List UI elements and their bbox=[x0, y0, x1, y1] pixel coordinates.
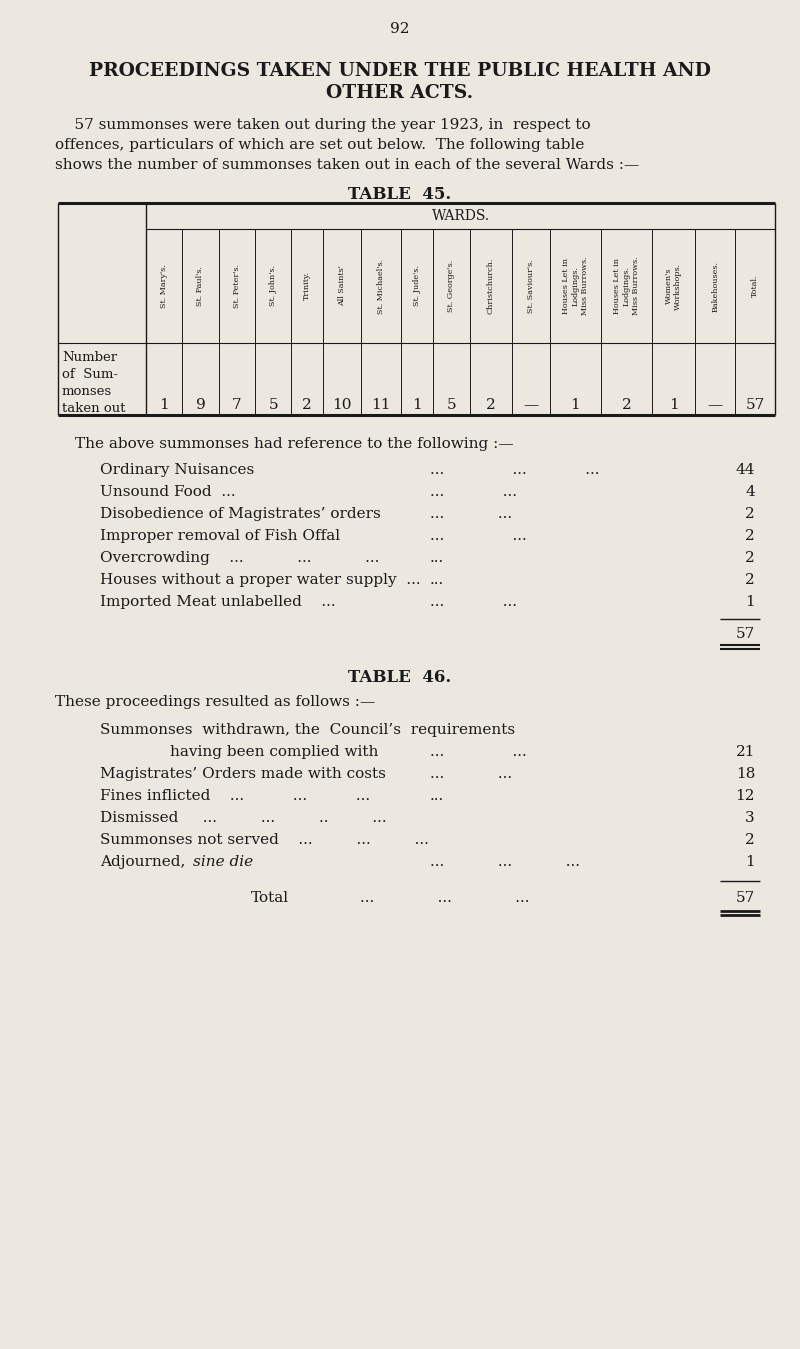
Text: Houses Let in
Lodgings.
Miss Burrows.: Houses Let in Lodgings. Miss Burrows. bbox=[614, 256, 640, 316]
Text: 2: 2 bbox=[746, 529, 755, 544]
Text: ...              ...            ...: ... ... ... bbox=[430, 463, 599, 478]
Text: ...: ... bbox=[430, 573, 444, 587]
Text: 92: 92 bbox=[390, 22, 410, 36]
Text: TABLE  46.: TABLE 46. bbox=[348, 669, 452, 687]
Text: Women's
Workshops.: Women's Workshops. bbox=[665, 263, 682, 309]
Text: 57: 57 bbox=[746, 398, 765, 411]
Text: St. Peter's.: St. Peter's. bbox=[233, 264, 241, 308]
Text: St. Jude's.: St. Jude's. bbox=[414, 266, 422, 306]
Text: 2: 2 bbox=[746, 573, 755, 587]
Text: shows the number of summonses taken out in each of the several Wards :—: shows the number of summonses taken out … bbox=[55, 158, 639, 173]
Text: 21: 21 bbox=[735, 745, 755, 759]
Text: 3: 3 bbox=[746, 811, 755, 826]
Text: 1: 1 bbox=[159, 398, 169, 411]
Text: sine die: sine die bbox=[193, 855, 253, 869]
Text: 1: 1 bbox=[412, 398, 422, 411]
Text: Total: Total bbox=[251, 890, 289, 905]
Text: 1: 1 bbox=[669, 398, 678, 411]
Text: ...           ...: ... ... bbox=[430, 768, 512, 781]
Text: WARDS.: WARDS. bbox=[431, 209, 490, 223]
Text: Total.: Total. bbox=[751, 275, 759, 297]
Text: OTHER ACTS.: OTHER ACTS. bbox=[326, 84, 474, 103]
Text: 2: 2 bbox=[746, 507, 755, 521]
Text: Ordinary Nuisances: Ordinary Nuisances bbox=[100, 463, 254, 478]
Text: Houses without a proper water supply  ...: Houses without a proper water supply ... bbox=[100, 573, 421, 587]
Text: 57: 57 bbox=[736, 627, 755, 641]
Text: Magistrates’ Orders made with costs: Magistrates’ Orders made with costs bbox=[100, 768, 386, 781]
Text: 18: 18 bbox=[736, 768, 755, 781]
Text: St. Paul's.: St. Paul's. bbox=[197, 266, 205, 306]
Text: 5: 5 bbox=[446, 398, 456, 411]
Text: 12: 12 bbox=[735, 789, 755, 803]
Text: Improper removal of Fish Offal: Improper removal of Fish Offal bbox=[100, 529, 340, 544]
Text: Bakehouses.: Bakehouses. bbox=[711, 260, 719, 312]
Text: 1: 1 bbox=[746, 595, 755, 608]
Text: having been complied with: having been complied with bbox=[170, 745, 378, 759]
Text: 4: 4 bbox=[746, 486, 755, 499]
Text: Adjourned,: Adjourned, bbox=[100, 855, 195, 869]
Text: ...              ...: ... ... bbox=[430, 529, 526, 544]
Text: Summonses not served    ...         ...         ...: Summonses not served ... ... ... bbox=[100, 832, 429, 847]
Text: PROCEEDINGS TAKEN UNDER THE PUBLIC HEALTH AND: PROCEEDINGS TAKEN UNDER THE PUBLIC HEALT… bbox=[89, 62, 711, 80]
Text: of  Sum-: of Sum- bbox=[62, 368, 118, 380]
Text: 7: 7 bbox=[232, 398, 242, 411]
Text: Summonses  withdrawn, the  Council’s  requirements: Summonses withdrawn, the Council’s requi… bbox=[100, 723, 515, 737]
Text: St. George's.: St. George's. bbox=[447, 260, 455, 312]
Text: 2: 2 bbox=[622, 398, 631, 411]
Text: Disobedience of Magistrates’ orders: Disobedience of Magistrates’ orders bbox=[100, 507, 381, 521]
Text: taken out: taken out bbox=[62, 402, 126, 415]
Text: Trinity.: Trinity. bbox=[303, 271, 311, 301]
Text: TABLE  45.: TABLE 45. bbox=[348, 186, 452, 202]
Text: 11: 11 bbox=[371, 398, 390, 411]
Text: These proceedings resulted as follows :—: These proceedings resulted as follows :— bbox=[55, 695, 375, 710]
Text: St. John's.: St. John's. bbox=[269, 266, 277, 306]
Text: Christchurch.: Christchurch. bbox=[487, 258, 495, 314]
Text: 2: 2 bbox=[486, 398, 496, 411]
Text: 9: 9 bbox=[195, 398, 206, 411]
Text: 57 summonses were taken out during the year 1923, in  respect to: 57 summonses were taken out during the y… bbox=[55, 117, 590, 132]
Text: —: — bbox=[707, 398, 723, 411]
Text: 1: 1 bbox=[570, 398, 580, 411]
Text: 2: 2 bbox=[746, 550, 755, 565]
Text: ...            ...: ... ... bbox=[430, 486, 517, 499]
Text: Overcrowding    ...           ...           ...: Overcrowding ... ... ... bbox=[100, 550, 379, 565]
Text: 44: 44 bbox=[735, 463, 755, 478]
Text: St. Saviour's.: St. Saviour's. bbox=[527, 259, 535, 313]
Text: ...              ...: ... ... bbox=[430, 745, 526, 759]
Text: ...: ... bbox=[430, 550, 444, 565]
Text: ...: ... bbox=[430, 789, 444, 803]
Text: Houses Let in
Lodgings.
Miss Burrows.: Houses Let in Lodgings. Miss Burrows. bbox=[562, 256, 589, 316]
Text: Number: Number bbox=[62, 351, 117, 364]
Text: Unsound Food  ...: Unsound Food ... bbox=[100, 486, 236, 499]
Text: ...            ...: ... ... bbox=[430, 595, 517, 608]
Text: Dismissed     ...         ...         ..         ...: Dismissed ... ... .. ... bbox=[100, 811, 386, 826]
Text: Imported Meat unlabelled    ...: Imported Meat unlabelled ... bbox=[100, 595, 336, 608]
Text: ...             ...             ...: ... ... ... bbox=[360, 890, 530, 905]
Text: 1: 1 bbox=[746, 855, 755, 869]
Text: —: — bbox=[523, 398, 538, 411]
Text: ...           ...           ...: ... ... ... bbox=[430, 855, 580, 869]
Text: 2: 2 bbox=[746, 832, 755, 847]
Text: 10: 10 bbox=[332, 398, 352, 411]
Text: offences, particulars of which are set out below.  The following table: offences, particulars of which are set o… bbox=[55, 138, 584, 152]
Text: Fines inflicted    ...          ...          ...: Fines inflicted ... ... ... bbox=[100, 789, 370, 803]
Text: St. Michael's.: St. Michael's. bbox=[377, 259, 385, 313]
Text: The above summonses had reference to the following :—: The above summonses had reference to the… bbox=[75, 437, 514, 451]
Text: St. Mary's.: St. Mary's. bbox=[160, 264, 168, 308]
Text: monses: monses bbox=[62, 384, 112, 398]
Text: 5: 5 bbox=[268, 398, 278, 411]
Text: 57: 57 bbox=[736, 890, 755, 905]
Text: ...           ...: ... ... bbox=[430, 507, 512, 521]
Text: All Saints': All Saints' bbox=[338, 266, 346, 306]
Text: 2: 2 bbox=[302, 398, 312, 411]
